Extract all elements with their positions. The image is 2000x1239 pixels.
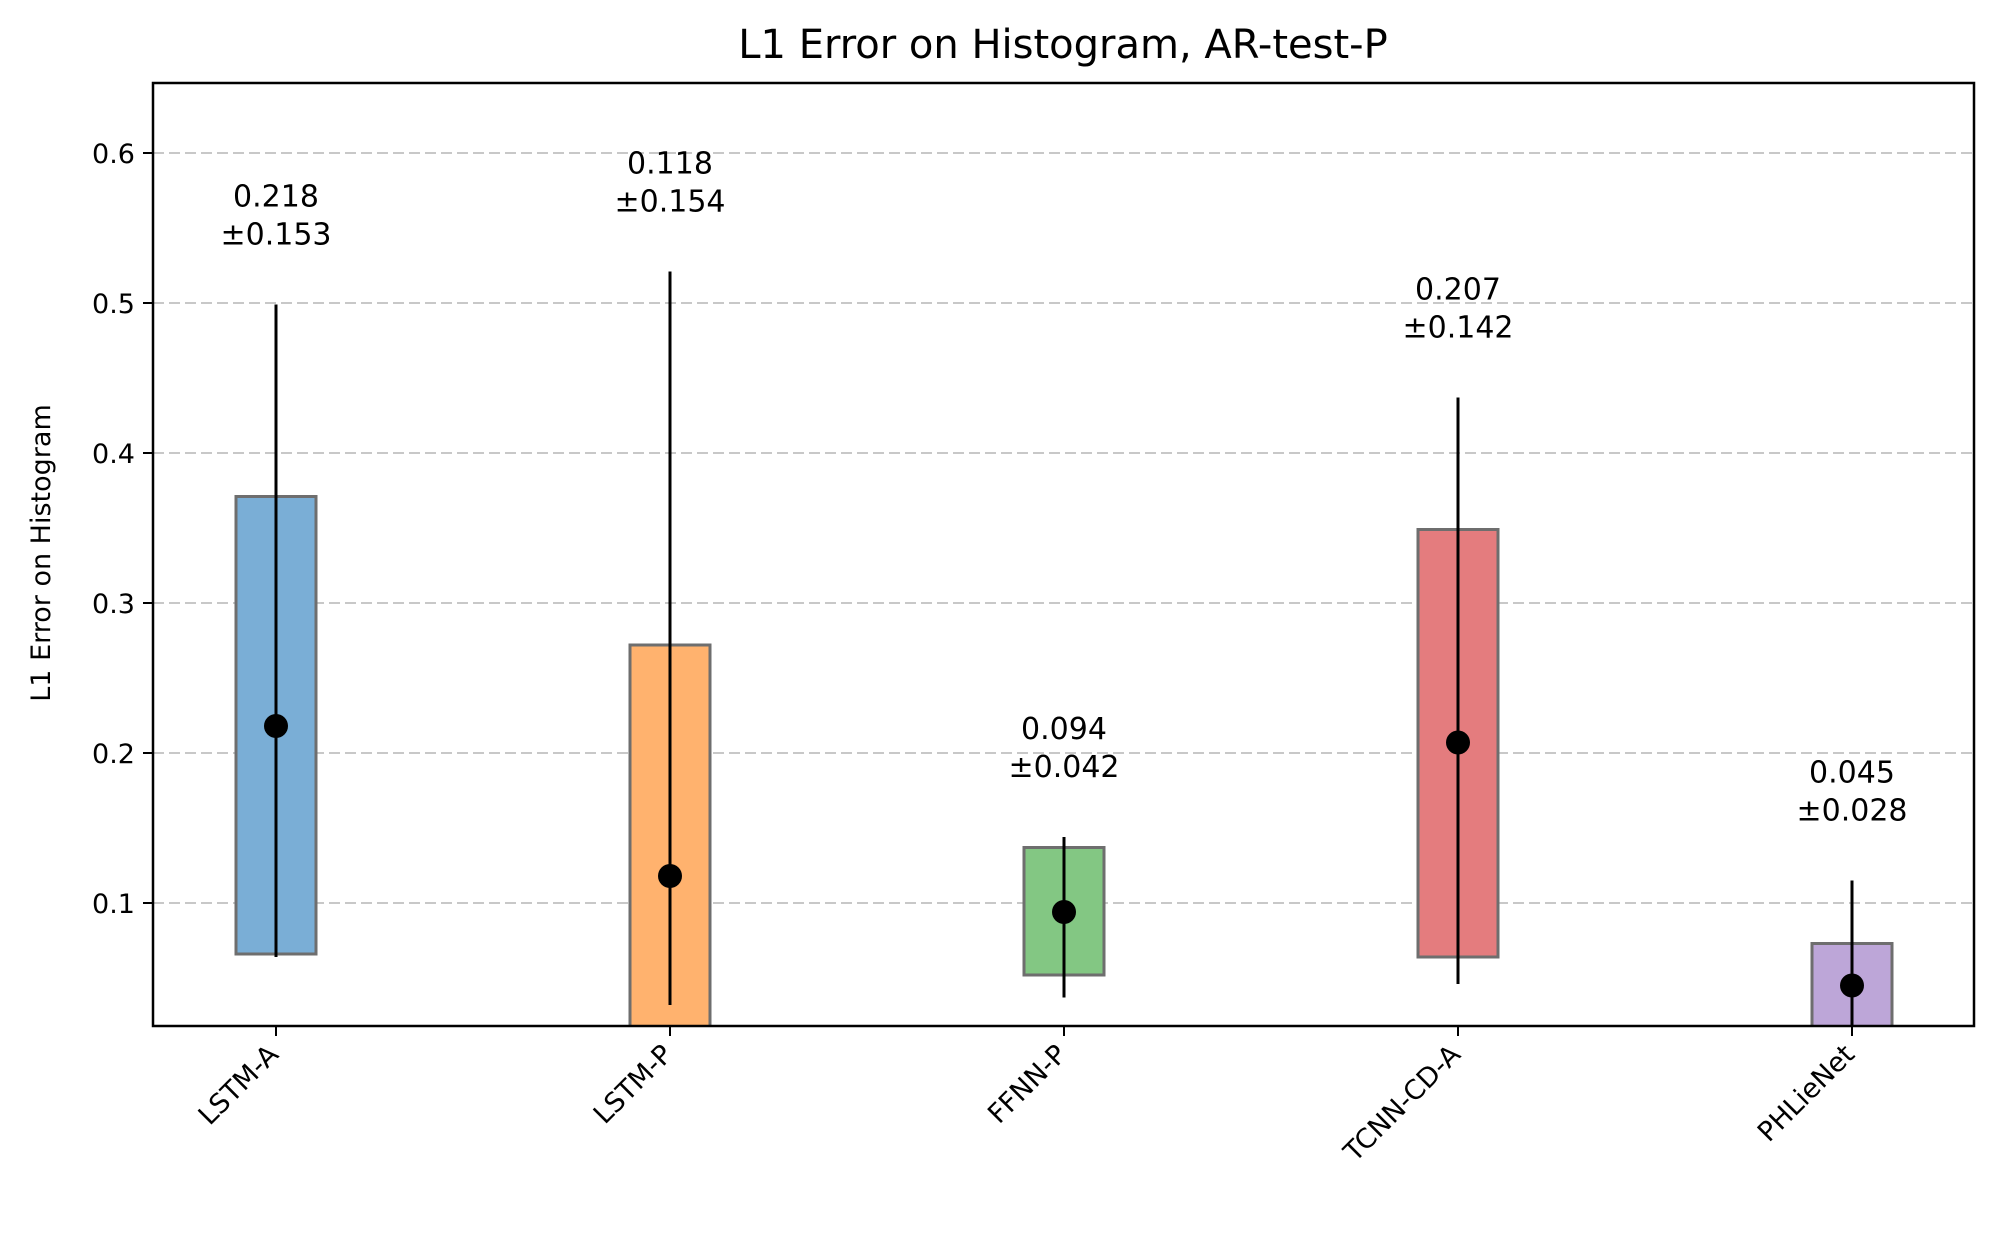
x-tick-label: FFNN-P bbox=[982, 1039, 1073, 1130]
annotation-std: ±0.153 bbox=[220, 218, 331, 253]
annotation-std: ±0.042 bbox=[1008, 750, 1119, 785]
annotation-mean: 0.118 bbox=[627, 147, 713, 182]
annotation-mean: 0.045 bbox=[1809, 756, 1895, 791]
x-tick-label: TCNN-CD-A bbox=[1337, 1039, 1467, 1169]
annotation-mean: 0.218 bbox=[233, 180, 319, 215]
x-tick-label: LSTM-P bbox=[588, 1039, 679, 1130]
y-tick-label: 0.6 bbox=[92, 139, 135, 170]
mean-marker bbox=[264, 714, 288, 738]
y-tick-label: 0.1 bbox=[92, 889, 135, 920]
annotation-std: ±0.154 bbox=[614, 185, 725, 220]
mean-marker bbox=[1446, 730, 1470, 755]
annotation-std: ±0.142 bbox=[1402, 311, 1513, 346]
x-tick-label: LSTM-A bbox=[193, 1039, 286, 1132]
chart-title: L1 Error on Histogram, AR-test-P bbox=[738, 22, 1387, 68]
x-tick-label: PHLieNet bbox=[1752, 1039, 1861, 1148]
y-tick-label: 0.3 bbox=[92, 589, 135, 620]
y-axis-label: L1 Error on Histogram bbox=[26, 404, 57, 701]
y-tick-label: 0.4 bbox=[92, 439, 135, 470]
error-bars bbox=[264, 271, 1864, 1026]
y-tick-label: 0.5 bbox=[92, 289, 135, 320]
y-tick-label: 0.2 bbox=[92, 739, 135, 770]
mean-marker bbox=[1052, 900, 1076, 924]
x-axis-ticks: LSTM-A LSTM-P FFNN-P TCNN-CD-A PHLieNet bbox=[193, 1026, 1861, 1169]
annotation-mean: 0.207 bbox=[1415, 273, 1501, 308]
y-gridlines bbox=[153, 152, 1974, 904]
mean-marker bbox=[658, 864, 682, 888]
value-annotations: 0.218±0.1530.118±0.1540.094±0.0420.207±0… bbox=[220, 147, 1907, 829]
annotation-mean: 0.094 bbox=[1021, 712, 1107, 747]
annotation-std: ±0.028 bbox=[1796, 794, 1907, 829]
y-axis-ticks: 0.1 0.2 0.3 0.4 0.5 0.6 bbox=[92, 139, 153, 920]
mean-marker bbox=[1840, 973, 1864, 998]
